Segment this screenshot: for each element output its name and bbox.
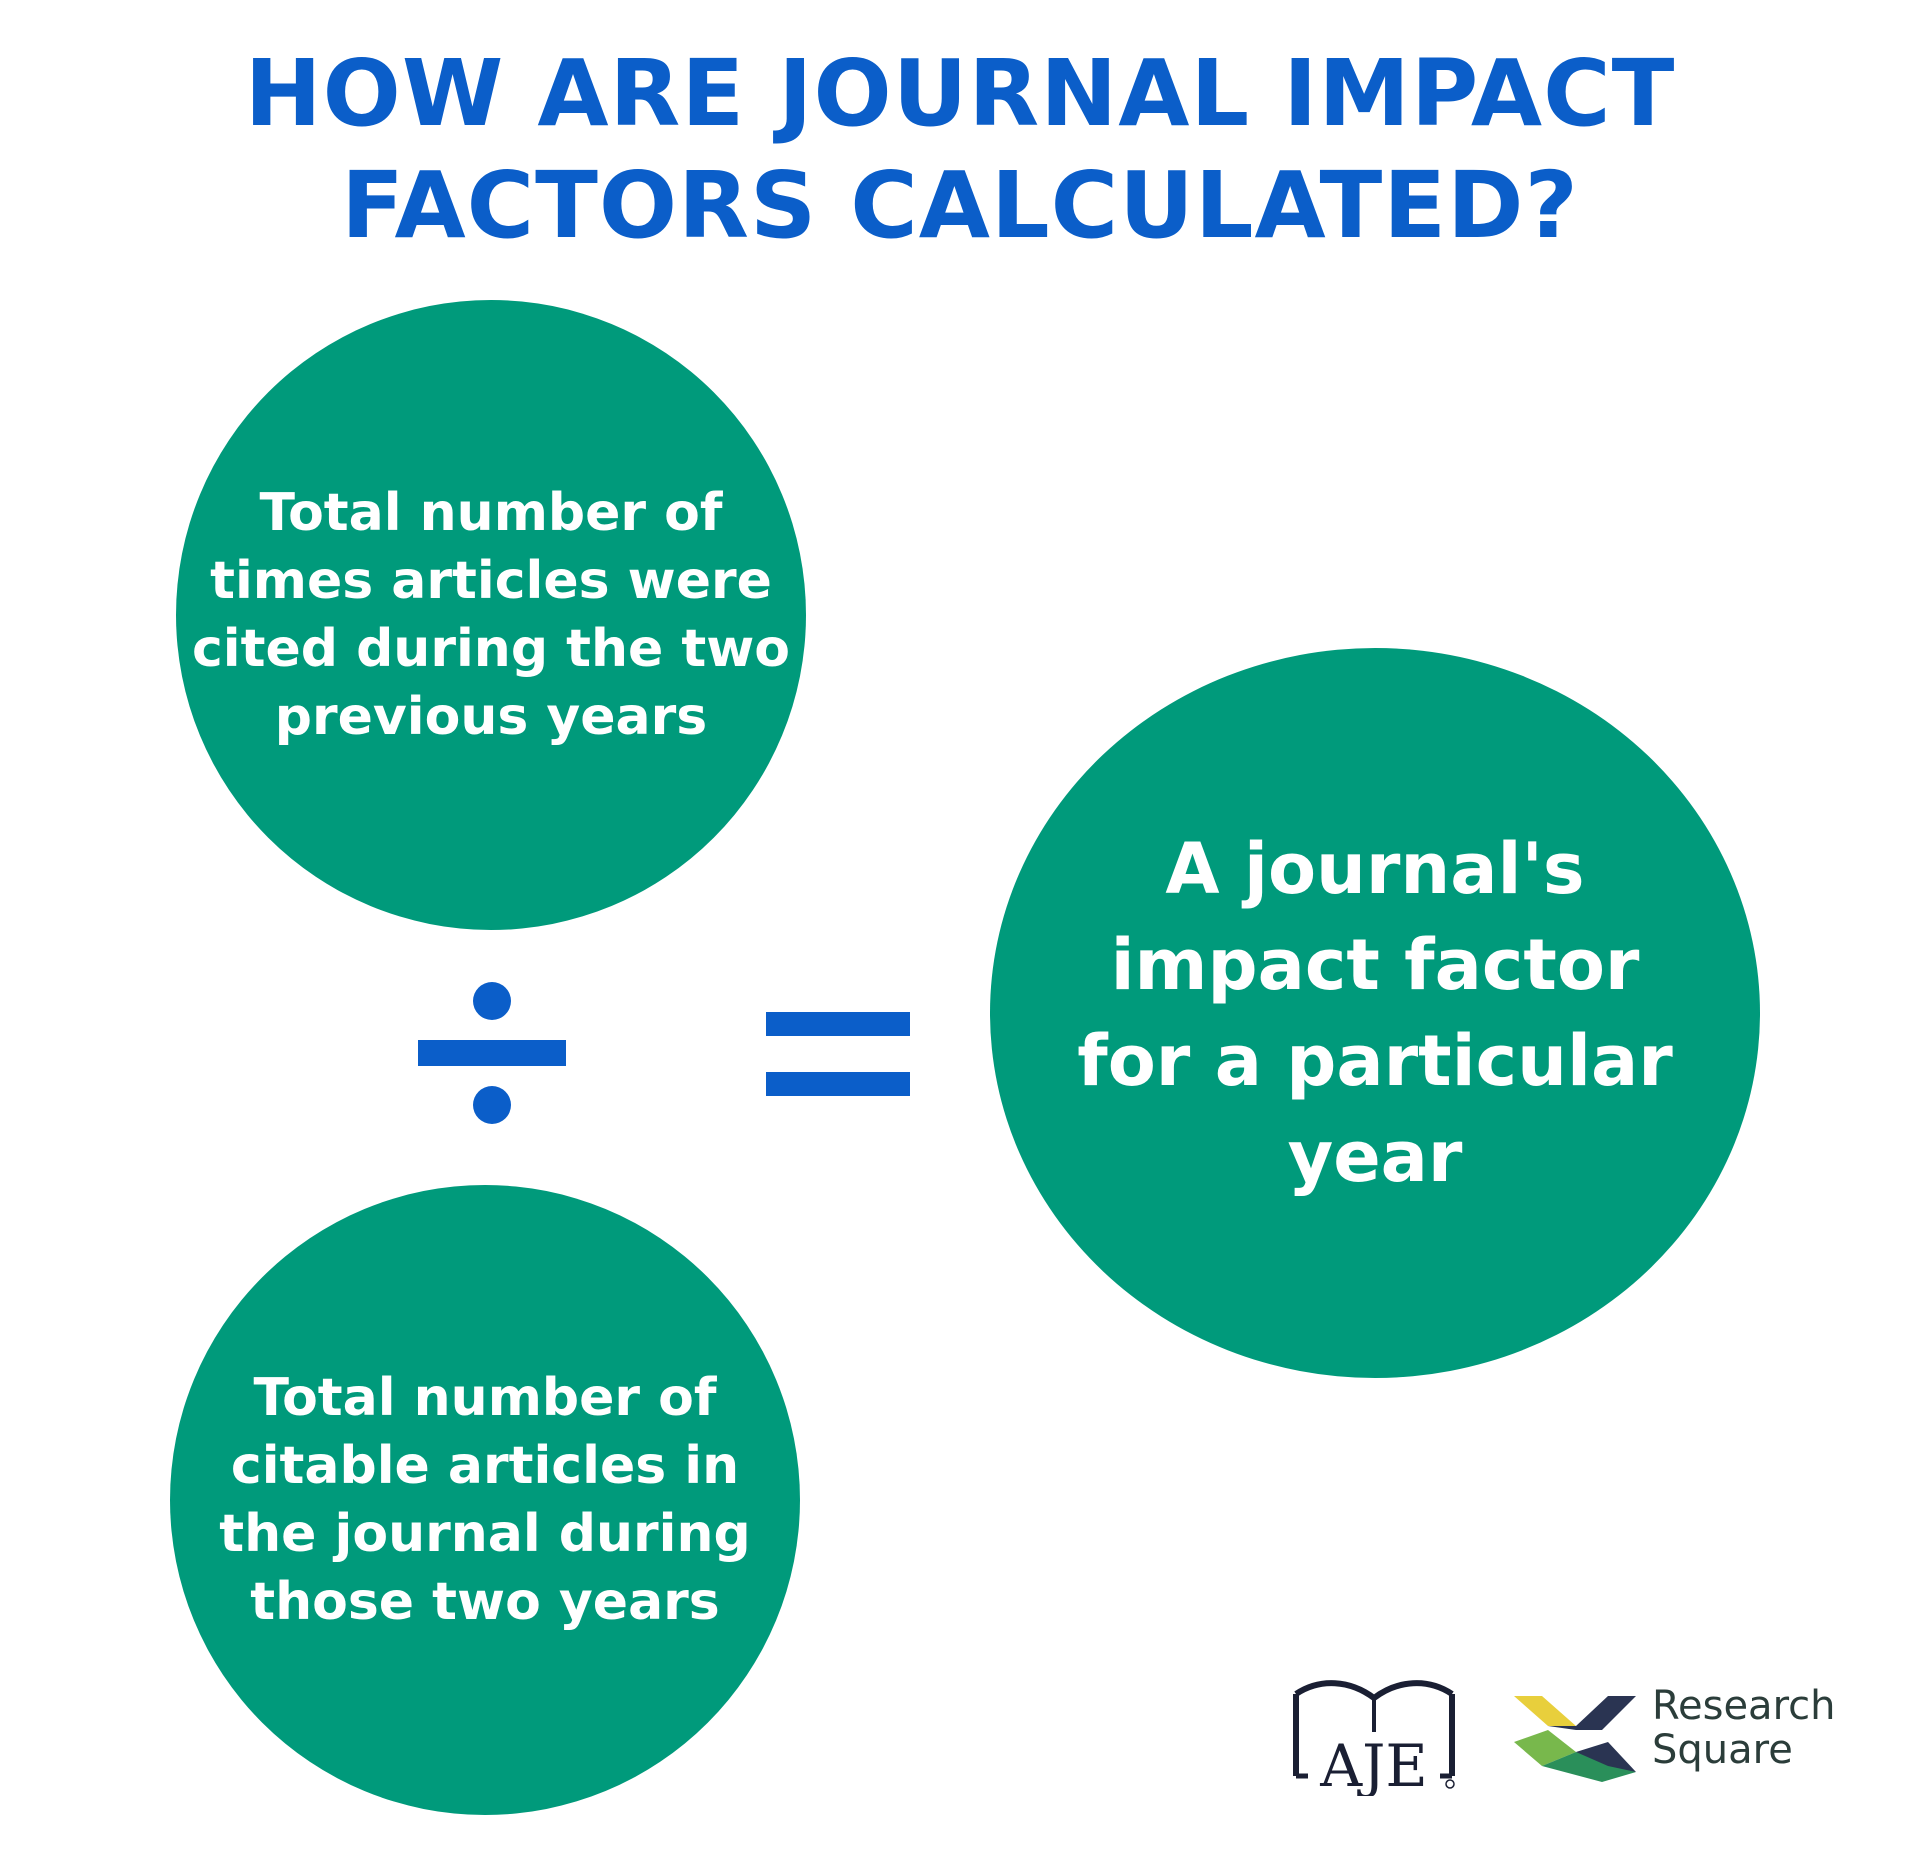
result-line: for a particular (1077, 1020, 1673, 1102)
numerator-line: times articles were (210, 551, 772, 611)
denominator-line: those two years (250, 1572, 720, 1632)
result-line: year (1287, 1116, 1463, 1198)
numerator-line: cited during the two (191, 619, 791, 679)
research-square-line2: Square (1652, 1727, 1793, 1773)
result-line: impact factor (1110, 924, 1640, 1006)
result-line: A journal's (1165, 828, 1585, 910)
denominator-line: Total number of (253, 1368, 717, 1428)
page-title: HOW ARE JOURNAL IMPACT FACTORS CALCULATE… (0, 38, 1920, 262)
numerator-circle: Total number of times articles were cite… (176, 300, 806, 930)
result-circle: A journal's impact factor for a particul… (990, 648, 1760, 1378)
aje-book-icon: AJE (1293, 1680, 1455, 1796)
research-square-logo (1512, 1686, 1642, 1782)
title-line-1: HOW ARE JOURNAL IMPACT (244, 40, 1676, 147)
equals-bar-bottom (766, 1072, 910, 1096)
research-square-icon (1514, 1696, 1636, 1782)
divide-dot-bottom (473, 1086, 511, 1124)
numerator-line: Total number of (259, 483, 723, 543)
research-square-line1: Research (1652, 1683, 1836, 1729)
aje-logo-text: AJE (1319, 1732, 1427, 1796)
title-line-2: FACTORS CALCULATED? (341, 152, 1579, 259)
denominator-line: the journal during (219, 1504, 751, 1564)
equals-icon (766, 1012, 910, 1096)
divide-bar (418, 1040, 566, 1066)
denominator-line: citable articles in (230, 1436, 740, 1496)
denominator-circle: Total number of citable articles in the … (170, 1185, 800, 1815)
research-square-text: Research Square (1652, 1684, 1835, 1772)
equals-bar-top (766, 1012, 910, 1036)
divide-dot-top (473, 982, 511, 1020)
numerator-line: previous years (274, 687, 708, 747)
divide-icon (418, 982, 566, 1124)
aje-logo: AJE (1290, 1672, 1458, 1796)
